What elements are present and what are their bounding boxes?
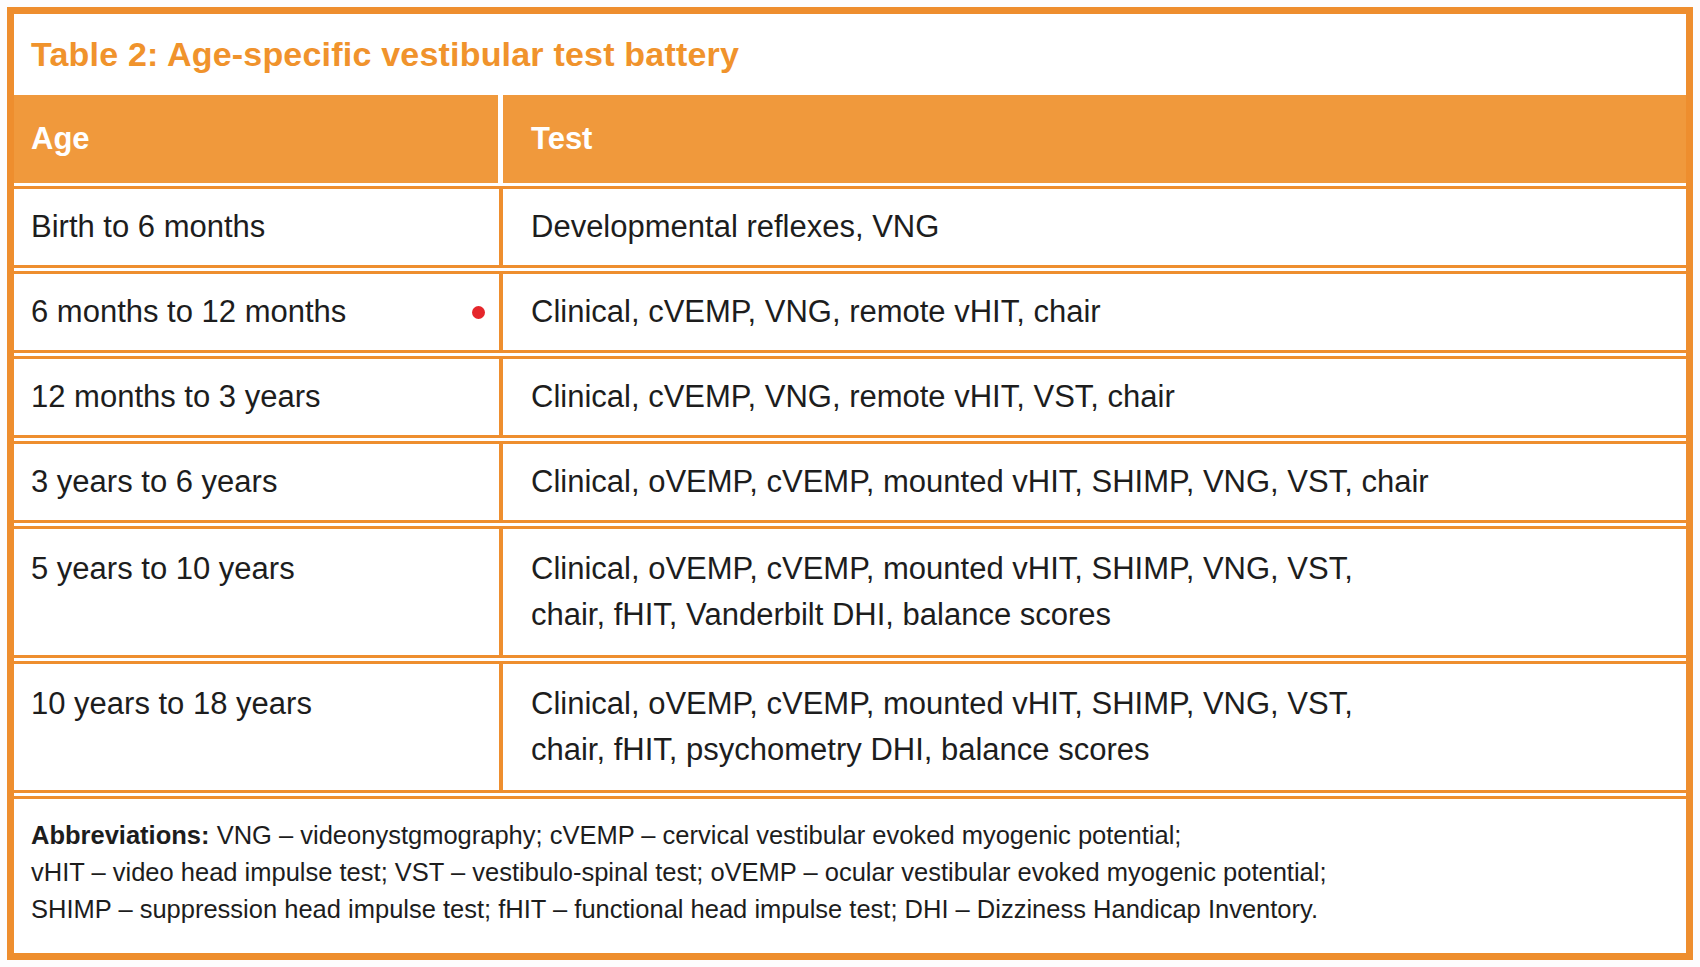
table-row: 5 years to 10 years Clinical, oVEMP, cVE… — [14, 526, 1686, 658]
abbreviations-footnote: Abbreviations: VNG – videonystgmography;… — [14, 796, 1686, 953]
footnote-label: Abbreviations: — [31, 821, 210, 849]
table-header-row: Age Test — [14, 95, 1686, 183]
footnote-line: vHIT – video head impulse test; VST – ve… — [31, 854, 1662, 891]
column-header-age: Age — [14, 95, 503, 183]
age-cell: 12 months to 3 years — [14, 359, 503, 435]
age-text: 6 months to 12 months — [31, 294, 346, 329]
table-row: 12 months to 3 years Clinical, cVEMP, VN… — [14, 356, 1686, 438]
test-cell: Clinical, oVEMP, cVEMP, mounted vHIT, SH… — [503, 529, 1686, 655]
table-row: 10 years to 18 years Clinical, oVEMP, cV… — [14, 661, 1686, 793]
table-frame: Table 2: Age-specific vestibular test ba… — [7, 7, 1693, 960]
red-dot-icon — [472, 306, 485, 319]
footnote-line: SHIMP – suppression head impulse test; f… — [31, 891, 1662, 928]
table-row: 3 years to 6 years Clinical, oVEMP, cVEM… — [14, 441, 1686, 523]
test-cell: Clinical, oVEMP, cVEMP, mounted vHIT, SH… — [503, 664, 1686, 790]
table-row: Birth to 6 months Developmental reflexes… — [14, 186, 1686, 268]
age-cell: 6 months to 12 months — [14, 274, 503, 350]
age-cell: 3 years to 6 years — [14, 444, 503, 520]
age-cell: Birth to 6 months — [14, 189, 503, 265]
test-cell: Clinical, cVEMP, VNG, remote vHIT, chair — [503, 274, 1686, 350]
test-cell: Clinical, cVEMP, VNG, remote vHIT, VST, … — [503, 359, 1686, 435]
footnote-line: Abbreviations: VNG – videonystgmography;… — [31, 817, 1662, 854]
test-cell: Clinical, oVEMP, cVEMP, mounted vHIT, SH… — [503, 444, 1686, 520]
table-title: Table 2: Age-specific vestibular test ba… — [14, 14, 1686, 95]
age-cell: 5 years to 10 years — [14, 529, 503, 655]
column-header-test: Test — [503, 95, 1686, 183]
test-cell: Developmental reflexes, VNG — [503, 189, 1686, 265]
age-cell: 10 years to 18 years — [14, 664, 503, 790]
page: Table 2: Age-specific vestibular test ba… — [0, 0, 1700, 967]
footnote-text: VNG – videonystgmography; cVEMP – cervic… — [217, 821, 1182, 849]
table-row: 6 months to 12 months Clinical, cVEMP, V… — [14, 271, 1686, 353]
